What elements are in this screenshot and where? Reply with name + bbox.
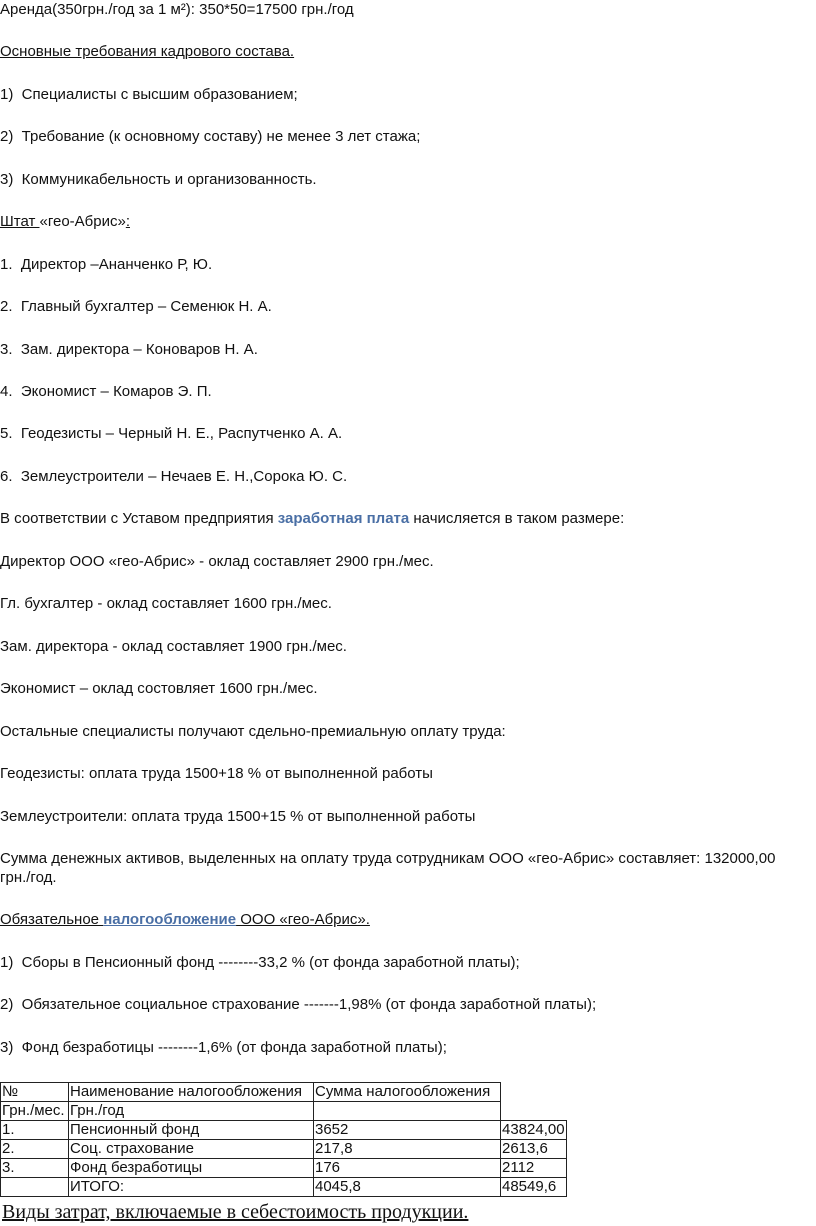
table-cell: 2. — [0, 1139, 69, 1159]
text-line: Зам. директора - оклад составляет 1900 г… — [0, 637, 347, 657]
text-line: 1. Директор –Ананченко Р, Ю. — [0, 255, 212, 275]
text-segment: В соответствии с Уставом предприятия — [0, 510, 278, 527]
table-cell: Фонд безработицы — [68, 1158, 314, 1178]
text-line: 3. Зам. директора – Коноваров Н. А. — [0, 340, 258, 360]
text-line: Гл. бухгалтер - оклад составляет 1600 гр… — [0, 594, 332, 614]
table-cell: ИТОГО: — [68, 1177, 314, 1197]
table-cell: Грн./год — [68, 1101, 314, 1121]
table-cell: Наименование налогообложения — [68, 1082, 314, 1102]
text-line: 4. Экономист – Комаров Э. П. — [0, 382, 212, 402]
text-segment: 6. Землеустроители – Нечаев Е. Н.,Сорока… — [0, 468, 348, 485]
table-cell: 2112 — [500, 1158, 567, 1178]
text-segment: Экономист – оклад состовляет 1600 грн./м… — [0, 680, 318, 697]
text-line: 3) Фонд безработицы --------1,6% (от фон… — [0, 1038, 447, 1058]
table-cell: 2613,6 — [500, 1139, 567, 1159]
text-segment: Геодезисты: оплата труда 1500+18 % от вы… — [0, 765, 433, 782]
table-cell: 3652 — [313, 1120, 501, 1140]
text-segment: 3) Фонд безработицы --------1,6% (от фон… — [0, 1039, 447, 1056]
text-line: 1) Сборы в Пенсионный фонд --------33,2 … — [0, 953, 520, 973]
text-segment: ООО «гео-Абрис». — [236, 911, 370, 928]
table-cell: Пенсионный фонд — [68, 1120, 314, 1140]
text-line: 2. Главный бухгалтер – Семенюк Н. А. — [0, 297, 272, 317]
text-segment: 5. Геодезисты – Черный Н. Е., Распутченк… — [0, 425, 343, 442]
text-segment: 3) Коммуникабельность и организованность… — [0, 171, 317, 188]
text-line: Геодезисты: оплата труда 1500+18 % от вы… — [0, 764, 433, 784]
text-line: 2) Требование (к основному составу) не м… — [0, 127, 420, 147]
text-segment: 1) Специалисты с высшим образованием; — [0, 86, 298, 103]
text-line: Директор ООО «гео-Абрис» - оклад составл… — [0, 552, 434, 572]
highlighted-term: налогообложение — [103, 911, 237, 928]
text-segment: Остальные специалисты получают сдельно-п… — [0, 723, 506, 740]
text-segment: 3. Зам. директора – Коноваров Н. А. — [0, 341, 258, 358]
table-cell: 48549,6 — [500, 1177, 567, 1197]
table-cell: Грн./мес. — [0, 1101, 69, 1121]
table-cell: 3. — [0, 1158, 69, 1178]
text-line: 2) Обязательное социальное страхование -… — [0, 995, 596, 1015]
table-cell: 176 — [313, 1158, 501, 1178]
table-cell: 1. — [0, 1120, 69, 1140]
table-header-row: № Наименование налогообложения Сумма нал… — [0, 1082, 567, 1102]
table-row: 3. Фонд безработицы 176 2112 — [0, 1158, 567, 1178]
text-segment: 1. Директор –Ананченко Р, Ю. — [0, 256, 213, 273]
table-cell — [313, 1101, 501, 1121]
text-line: 3) Коммуникабельность и организованность… — [0, 170, 317, 190]
text-line: Обязательное налогообложение ООО «гео-Аб… — [0, 910, 370, 930]
text-line: Аренда(350грн./год за 1 м²): 350*50=1750… — [0, 0, 354, 20]
text-line: Сумма денежных активов, выделенных на оп… — [0, 849, 775, 869]
table-row: 2. Соц. страхование 217,8 2613,6 — [0, 1139, 567, 1159]
table-cell: 4045,8 — [313, 1177, 501, 1197]
text-line: В соответствии с Уставом предприятия зар… — [0, 509, 624, 529]
text-segment: Штат — [0, 213, 40, 230]
table-cell: 43824,00 — [500, 1120, 567, 1140]
text-segment: 2) Требование (к основному составу) не м… — [0, 128, 421, 145]
text-line: 6. Землеустроители – Нечаев Е. Н.,Сорока… — [0, 467, 347, 487]
section-heading: Виды затрат, включаемые в себестоимость … — [2, 1201, 469, 1223]
text-segment: Основные требования кадрового состава. — [0, 43, 295, 60]
text-line: Основные требования кадрового состава. — [0, 42, 294, 62]
text-segment: Аренда(350грн./год за 1 м²): 350*50=1750… — [0, 1, 354, 18]
tax-table: № Наименование налогообложения Сумма нал… — [0, 1082, 567, 1197]
text-line: Остальные специалисты получают сдельно-п… — [0, 722, 506, 742]
text-segment: 4. Экономист – Комаров Э. П. — [0, 383, 212, 400]
text-segment: Зам. директора - оклад составляет 1900 г… — [0, 638, 347, 655]
text-segment: 1) Сборы в Пенсионный фонд --------33,2 … — [0, 954, 520, 971]
text-segment: Директор ООО «гео-Абрис» - оклад составл… — [0, 553, 434, 570]
table-cell: Соц. страхование — [68, 1139, 314, 1159]
text-segment: Землеустроители: оплата труда 1500+15 % … — [0, 808, 476, 825]
text-segment: 2. Главный бухгалтер – Семенюк Н. А. — [0, 298, 272, 315]
text-segment: начисляется в таком размере: — [409, 510, 625, 527]
table-cell-empty — [501, 1083, 567, 1102]
text-segment: 2) Обязательное социальное страхование -… — [0, 996, 597, 1013]
text-line: Землеустроители: оплата труда 1500+15 % … — [0, 807, 475, 827]
table-row: 1. Пенсионный фонд 3652 43824,00 — [0, 1120, 567, 1140]
table-cell: 217,8 — [313, 1139, 501, 1159]
text-segment: грн./год. — [0, 869, 57, 886]
text-segment: Обязательное — [0, 911, 104, 928]
text-segment: Гл. бухгалтер - оклад составляет 1600 гр… — [0, 595, 332, 612]
table-cell — [0, 1177, 69, 1197]
table-cell: № — [0, 1082, 69, 1102]
text-segment: «гео-Абрис» — [39, 213, 126, 230]
text-segment: Сумма денежных активов, выделенных на оп… — [0, 850, 776, 867]
highlighted-term: заработная плата — [277, 510, 410, 527]
table-subheader-row: Грн./мес. Грн./год — [0, 1101, 567, 1121]
table-cell-empty — [501, 1102, 567, 1121]
text-line: 5. Геодезисты – Черный Н. Е., Распутченк… — [0, 424, 342, 444]
text-line: 1) Специалисты с высшим образованием; — [0, 85, 298, 105]
text-segment: : — [125, 213, 130, 230]
text-line: Экономист – оклад состовляет 1600 грн./м… — [0, 679, 318, 699]
table-row: ИТОГО: 4045,8 48549,6 — [0, 1177, 567, 1197]
text-line: грн./год. — [0, 868, 57, 888]
table-cell: Сумма налогообложения — [313, 1082, 501, 1102]
text-line: Штат «гео-Абрис»: — [0, 212, 130, 232]
